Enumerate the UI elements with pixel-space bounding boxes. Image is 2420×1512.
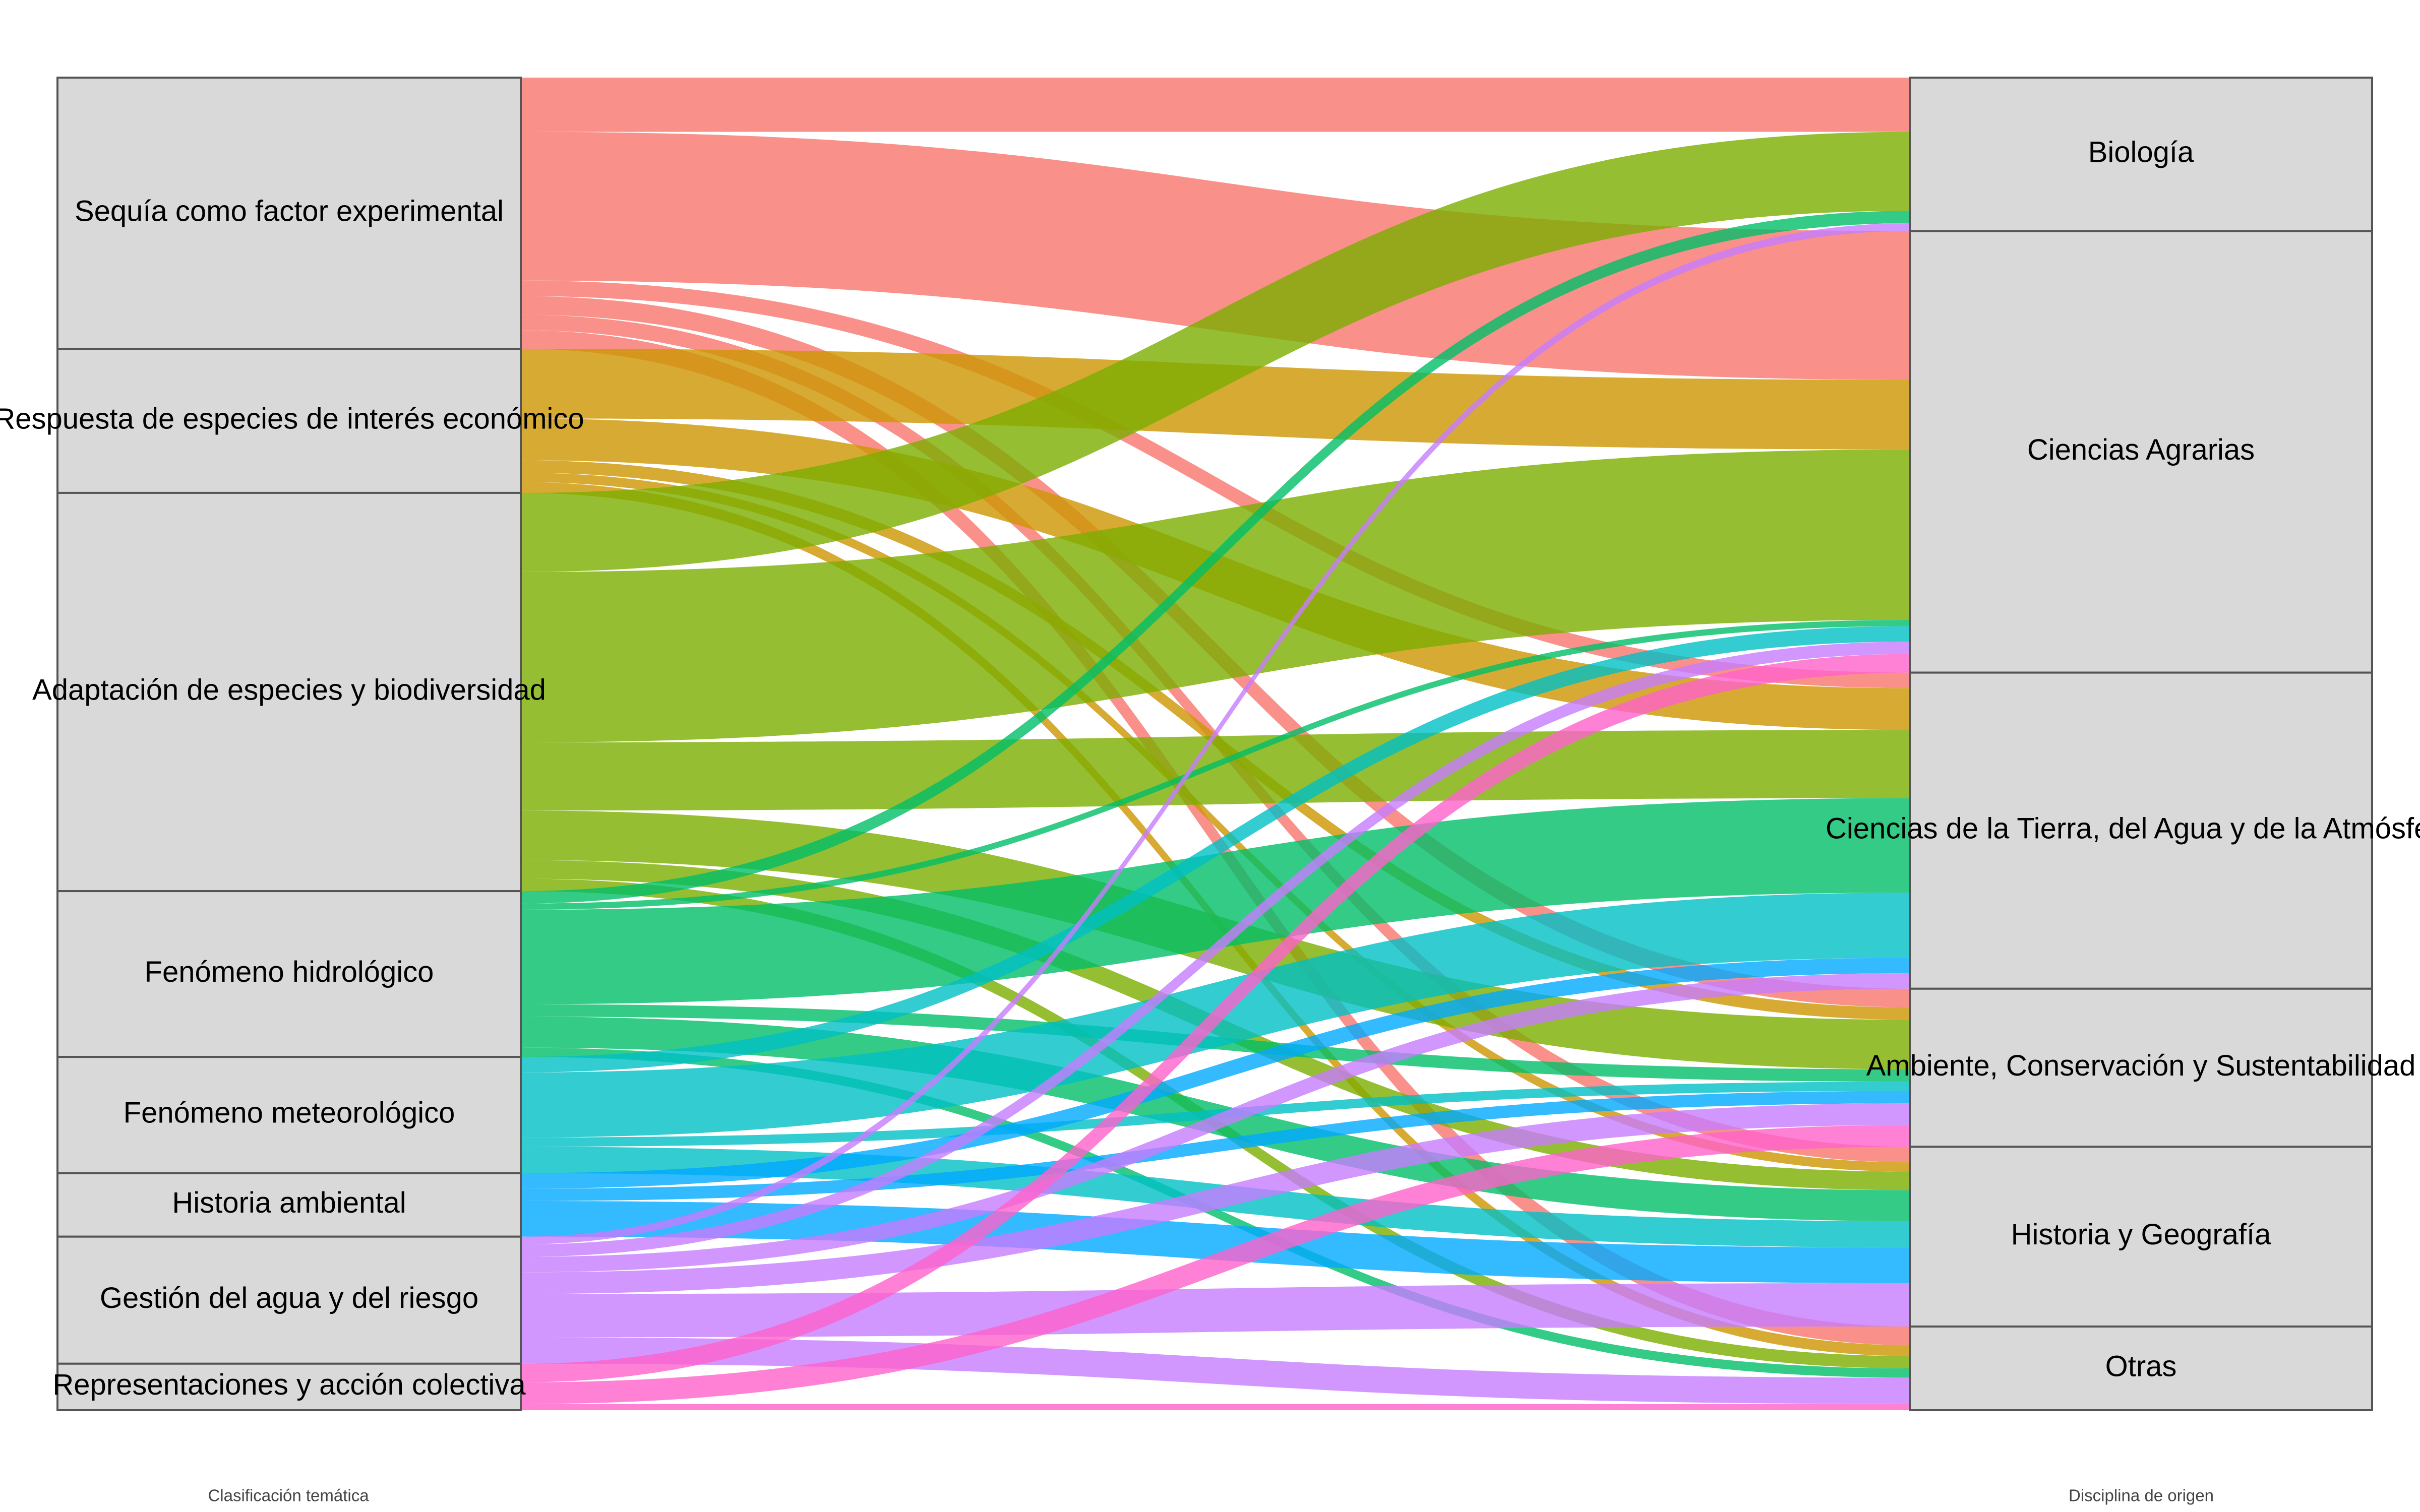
flow bbox=[521, 973, 1910, 1273]
source-label: Historia ambiental bbox=[172, 1186, 406, 1219]
source-node bbox=[56, 1362, 522, 1411]
source-label: Fenómeno meteorológico bbox=[124, 1097, 455, 1129]
flow bbox=[521, 472, 1910, 1172]
target-label: Ciencias Agrarias bbox=[2027, 433, 2255, 466]
target-node bbox=[1909, 671, 2373, 990]
flow bbox=[521, 1201, 1910, 1283]
target-label: Historia y Geografía bbox=[2011, 1218, 2272, 1251]
flow bbox=[521, 1125, 1910, 1404]
target-label: Otras bbox=[2105, 1350, 2177, 1382]
flow bbox=[521, 280, 1910, 688]
source-node bbox=[56, 1172, 522, 1238]
flow bbox=[521, 1082, 1910, 1147]
flow bbox=[521, 449, 1910, 742]
source-node bbox=[56, 348, 522, 494]
flow bbox=[521, 730, 1910, 811]
source-label: Fenómeno hidrológico bbox=[145, 956, 434, 988]
flow bbox=[521, 330, 1910, 1345]
target-node bbox=[1909, 1325, 2373, 1412]
flow bbox=[521, 620, 1910, 910]
target-label: Ambiente, Conservación y Sustentabilidad bbox=[1866, 1049, 2416, 1082]
flow bbox=[521, 211, 1910, 904]
source-label: Respuesta de especies de interés económi… bbox=[0, 402, 584, 435]
target-label: Biología bbox=[2088, 136, 2194, 169]
target-node bbox=[1909, 230, 2373, 674]
flow bbox=[521, 626, 1910, 1073]
nodes: Sequía como factor experimental Respuesta… bbox=[0, 77, 2420, 1412]
source-node bbox=[56, 77, 522, 350]
flows bbox=[521, 78, 1910, 1410]
source-node bbox=[56, 1056, 522, 1174]
flow bbox=[521, 349, 1910, 450]
flow bbox=[521, 1283, 1910, 1338]
flow bbox=[521, 654, 1910, 1382]
flow bbox=[521, 132, 1910, 380]
flow bbox=[521, 1404, 1910, 1410]
flow bbox=[521, 958, 1910, 1189]
source-label: Representaciones y acción colectiva bbox=[52, 1368, 526, 1401]
axis-label: Clasificación temática bbox=[208, 1486, 369, 1505]
flow bbox=[521, 1091, 1910, 1201]
target-node bbox=[1909, 1146, 2373, 1328]
source-node bbox=[56, 890, 522, 1058]
source-label: Sequía como factor experimental bbox=[75, 195, 504, 227]
source-node bbox=[56, 491, 522, 893]
flow bbox=[521, 642, 1910, 1257]
flow bbox=[521, 1337, 1910, 1404]
flow bbox=[521, 78, 1910, 132]
source-node bbox=[56, 1235, 522, 1365]
flow bbox=[521, 1047, 1910, 1378]
source-label: Gestión del agua y del riesgo bbox=[100, 1282, 478, 1314]
target-node bbox=[1909, 77, 2373, 232]
flow bbox=[521, 1103, 1910, 1294]
target-label: Ciencias de la Tierra, del Agua y de la … bbox=[1826, 812, 2420, 845]
flow bbox=[521, 132, 1910, 572]
flow bbox=[521, 798, 1910, 1004]
flow bbox=[521, 223, 1910, 1245]
axis-label: Disciplina de origen bbox=[2069, 1486, 2214, 1505]
source-label: Adaptación de especies y biodiversidad bbox=[32, 673, 546, 706]
